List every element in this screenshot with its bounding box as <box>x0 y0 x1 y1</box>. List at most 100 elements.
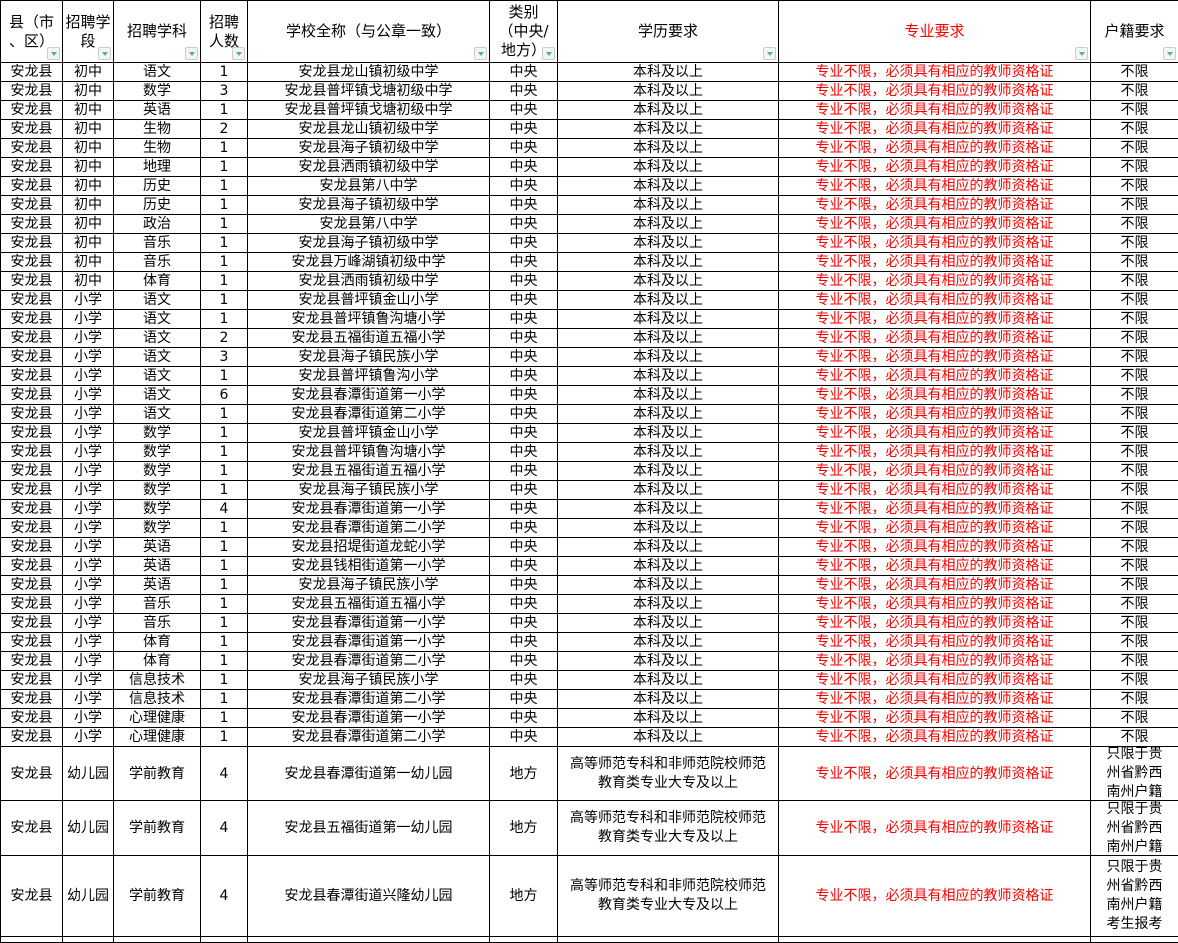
cell-county[interactable]: 安龙县 <box>1 291 63 310</box>
cell-stage[interactable]: 小学 <box>63 405 114 424</box>
cell-major[interactable]: 专业不限，必须具有相应的教师资格证 <box>779 557 1091 576</box>
cell-county[interactable]: 安龙县 <box>1 614 63 633</box>
cell-subject[interactable]: 语文 <box>114 310 201 329</box>
cell-school[interactable]: 安龙县普坪镇金山小学 <box>248 291 490 310</box>
cell-school[interactable]: 安龙县海子镇初级中学 <box>248 139 490 158</box>
cell-subject[interactable]: 语文 <box>114 405 201 424</box>
cell-school[interactable]: 安龙县春潭街道第二小学 <box>248 728 490 747</box>
cell-residency[interactable]: 不限 <box>1091 215 1178 234</box>
header-education[interactable]: 学历要求 <box>558 1 779 63</box>
cell-residency[interactable]: 不限 <box>1091 462 1178 481</box>
header-subject[interactable]: 招聘学科 <box>114 1 201 63</box>
cell-county[interactable]: 安龙县 <box>1 139 63 158</box>
cell-school[interactable]: 安龙县春潭街道第一小学 <box>248 709 490 728</box>
cell-residency[interactable]: 不限 <box>1091 576 1178 595</box>
cell-subject[interactable]: 体育 <box>114 272 201 291</box>
cell-residency[interactable]: 不限 <box>1091 728 1178 747</box>
cell-category[interactable]: 中央 <box>490 177 558 196</box>
cell-education[interactable]: 本科及以上 <box>558 462 779 481</box>
cell-count[interactable]: 1 <box>201 576 248 595</box>
cell-county[interactable]: 安龙县 <box>1 386 63 405</box>
cell-residency[interactable]: 不限 <box>1091 348 1178 367</box>
cell-subject[interactable]: 语文 <box>114 367 201 386</box>
cell-school[interactable]: 安龙县春潭街道第一幼儿园 <box>248 747 490 801</box>
cell-subject[interactable]: 语文 <box>114 329 201 348</box>
cell-county[interactable]: 安龙县 <box>1 709 63 728</box>
cell-school[interactable]: 安龙县五福街道五福小学 <box>248 329 490 348</box>
cell-subject[interactable]: 语文 <box>114 291 201 310</box>
cell-count[interactable]: 1 <box>201 158 248 177</box>
cell-county[interactable]: 安龙县 <box>1 595 63 614</box>
cell-education[interactable]: 本科及以上 <box>558 63 779 82</box>
header-major[interactable]: 专业要求 <box>779 1 1091 63</box>
cell-subject[interactable]: 政治 <box>114 215 201 234</box>
cell-school[interactable]: 安龙县春潭街道第二小学 <box>248 690 490 709</box>
cell-stage[interactable]: 初中 <box>63 63 114 82</box>
cell-category[interactable]: 中央 <box>490 595 558 614</box>
cell-category[interactable]: 中央 <box>490 481 558 500</box>
cell-education[interactable]: 本科及以上 <box>558 348 779 367</box>
cell-subject[interactable]: 信息技术 <box>114 671 201 690</box>
cell-stage[interactable]: 初中 <box>63 215 114 234</box>
cell-county[interactable]: 安龙县 <box>1 801 63 856</box>
cell-education[interactable]: 高等师范专科和非师范院校师范教育类专业大专及以上 <box>558 856 779 937</box>
cell-school[interactable]: 安龙县龙山镇初级中学 <box>248 63 490 82</box>
cell-major[interactable]: 专业不限，必须具有相应的教师资格证 <box>779 82 1091 101</box>
cell-major[interactable]: 专业不限，必须具有相应的教师资格证 <box>779 576 1091 595</box>
cell-subject[interactable]: 体育 <box>114 652 201 671</box>
cell-county[interactable]: 安龙县 <box>1 652 63 671</box>
cell-school[interactable]: 安龙县海子镇初级中学 <box>248 234 490 253</box>
cell-count[interactable]: 1 <box>201 139 248 158</box>
filter-icon[interactable] <box>1075 47 1088 60</box>
cell-stage[interactable]: 小学 <box>63 614 114 633</box>
header-residency[interactable]: 户籍要求 <box>1091 1 1178 63</box>
cell-subject[interactable]: 信息技术 <box>114 690 201 709</box>
cell-category[interactable]: 中央 <box>490 234 558 253</box>
filter-icon[interactable] <box>185 47 198 60</box>
cell-stage[interactable]: 幼儿园 <box>63 747 114 801</box>
cell-subject[interactable]: 数学 <box>114 500 201 519</box>
cell-residency[interactable]: 不限 <box>1091 158 1178 177</box>
cell-count[interactable]: 1 <box>201 595 248 614</box>
cell-major[interactable]: 专业不限，必须具有相应的教师资格证 <box>779 671 1091 690</box>
cell-county[interactable]: 安龙县 <box>1 557 63 576</box>
cell-category[interactable]: 地方 <box>490 747 558 801</box>
cell-count[interactable]: 1 <box>201 709 248 728</box>
cell-count[interactable]: 6 <box>201 386 248 405</box>
cell-county[interactable]: 安龙县 <box>1 234 63 253</box>
cell-county[interactable]: 安龙县 <box>1 633 63 652</box>
cell-county[interactable]: 安龙县 <box>1 856 63 937</box>
cell-school[interactable]: 安龙县普坪镇鲁沟塘小学 <box>248 443 490 462</box>
cell-county[interactable]: 安龙县 <box>1 120 63 139</box>
cell-school[interactable]: 安龙县春潭街道第二小学 <box>248 519 490 538</box>
cell-stage[interactable]: 小学 <box>63 291 114 310</box>
cell-school[interactable]: 安龙县春潭街道第二小学 <box>248 405 490 424</box>
cell-stage[interactable]: 幼儿园 <box>63 801 114 856</box>
cell-count[interactable]: 1 <box>201 557 248 576</box>
cell-school[interactable]: 安龙县招堤街道龙蛇小学 <box>248 538 490 557</box>
cell-residency[interactable]: 不限 <box>1091 367 1178 386</box>
cell-major[interactable]: 专业不限，必须具有相应的教师资格证 <box>779 329 1091 348</box>
cell-stage[interactable]: 初中 <box>63 177 114 196</box>
cell-category[interactable]: 中央 <box>490 443 558 462</box>
cell-education[interactable]: 本科及以上 <box>558 652 779 671</box>
cell-stage[interactable]: 初中 <box>63 101 114 120</box>
cell-residency[interactable]: 不限 <box>1091 671 1178 690</box>
cell-county[interactable]: 安龙县 <box>1 405 63 424</box>
cell-school[interactable]: 安龙县第八中学 <box>248 215 490 234</box>
filter-icon[interactable] <box>763 47 776 60</box>
cell-stage[interactable]: 小学 <box>63 367 114 386</box>
cell-residency[interactable]: 不限 <box>1091 329 1178 348</box>
cell-residency[interactable]: 不限 <box>1091 310 1178 329</box>
cell-school[interactable]: 安龙县第八中学 <box>248 177 490 196</box>
cell-stage[interactable]: 小学 <box>63 557 114 576</box>
cell-school[interactable]: 安龙县海子镇民族小学 <box>248 671 490 690</box>
cell-school[interactable]: 安龙县普坪镇鲁沟小学 <box>248 367 490 386</box>
cell-county[interactable]: 安龙县 <box>1 329 63 348</box>
filter-icon[interactable] <box>47 47 60 60</box>
cell-category[interactable]: 中央 <box>490 196 558 215</box>
cell-subject[interactable]: 地理 <box>114 158 201 177</box>
cell-category[interactable]: 中央 <box>490 101 558 120</box>
cell-subject[interactable]: 英语 <box>114 576 201 595</box>
cell-county[interactable]: 安龙县 <box>1 519 63 538</box>
